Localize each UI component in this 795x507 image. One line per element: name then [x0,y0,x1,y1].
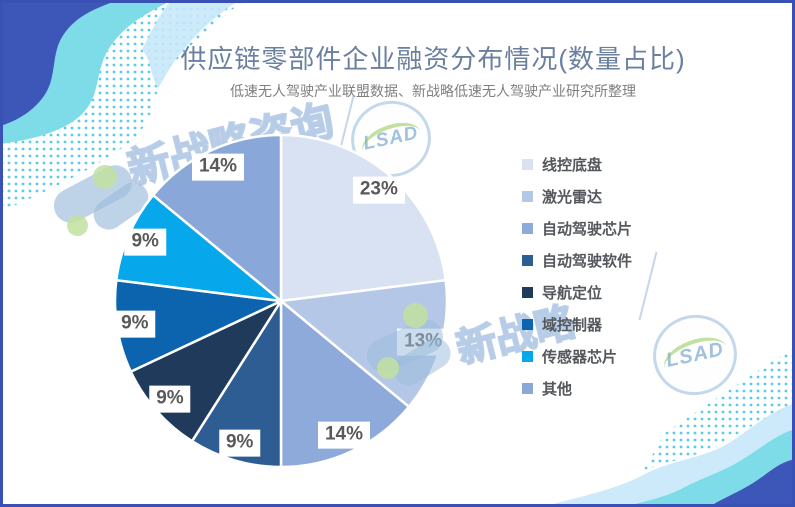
pie-slice-0 [279,133,447,303]
legend-item-4: 导航定位 [522,281,632,303]
pie-label-3: 9% [218,429,261,457]
legend-swatch [522,254,533,266]
pie-label-6: 9% [124,228,166,256]
legend-label: 线控底盘 [542,156,603,174]
legend-item-7: 其他 [522,377,632,399]
legend-label: 自动驾驶软件 [542,252,633,270]
legend-swatch [522,382,533,394]
pie-label-7: 14% [191,153,244,181]
legend-label: 激光雷达 [542,188,603,206]
pie-label-4: 9% [149,385,191,413]
chart-title: 供应链零部件企业融资分布情况(数量占比) [180,44,686,74]
legend-swatch [522,158,533,170]
pie-svg [113,133,449,469]
pie-slice-3 [190,299,283,469]
pie-label-1: 13% [397,328,450,356]
legend-label: 其他 [542,380,573,398]
pie-slice-2 [279,299,411,469]
pie-label-0: 23% [352,176,405,204]
chart-subtitle: 低速无人驾驶产业联盟数据、新战略低速无人驾驶产业研究所整理 [230,83,636,99]
legend-item-5: 域控制器 [522,313,632,335]
legend-item-2: 自动驾驶芯片 [522,217,632,239]
legend-label: 自动驾驶芯片 [542,220,633,238]
legend-swatch [522,286,533,298]
chart-legend: 线控底盘激光雷达自动驾驶芯片 自动驾驶软件 导航定位域控制器传感器芯片其他 [522,153,632,409]
legend-swatch [522,318,533,330]
legend-label: 传感器芯片 [542,348,618,366]
pie-chart: 23% 13% 14% 9% 9% 9% 9% 14% [3,3,792,504]
legend-label: 域控制器 [542,316,603,334]
legend-item-0: 线控底盘 [522,153,632,175]
legend-swatch [522,190,533,202]
pie-label-5: 9% [114,310,156,338]
legend-item-3: 自动驾驶软件 [522,249,632,271]
legend-item-6: 传感器芯片 [522,345,632,367]
legend-item-1: 激光雷达 [522,185,632,207]
legend-swatch [522,350,533,362]
legend-swatch [522,222,533,234]
legend-label: 导航定位 [542,284,603,302]
pie-label-2: 14% [317,421,371,449]
